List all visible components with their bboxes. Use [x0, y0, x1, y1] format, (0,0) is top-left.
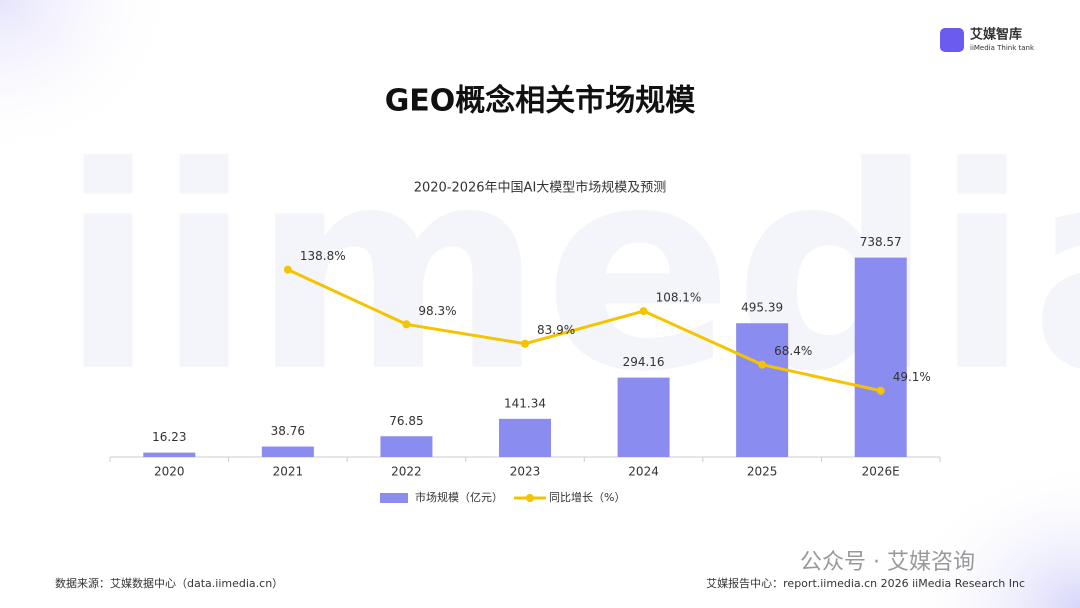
- line-point: [876, 386, 885, 395]
- bar-value-label: 141.34: [504, 396, 546, 410]
- line-value-label: 98.3%: [418, 304, 456, 318]
- bar: [617, 377, 670, 457]
- x-tick-label: 2026E: [862, 465, 900, 479]
- legend-swatch: [380, 493, 408, 503]
- line-value-label: 138.8%: [300, 249, 346, 263]
- line-point: [758, 360, 767, 369]
- bar-value-label: 738.57: [860, 235, 902, 249]
- line-value-label: 83.9%: [537, 323, 575, 337]
- bar-value-label: 76.85: [389, 414, 423, 428]
- line-value-label: 108.1%: [656, 291, 702, 305]
- legend-swatch: [526, 494, 534, 502]
- logo: 艾媒智库: [970, 27, 1022, 43]
- line-value-label: 49.1%: [893, 370, 931, 384]
- bar: [499, 418, 551, 457]
- logo-icon: [940, 28, 964, 52]
- x-tick-label: 2021: [273, 465, 304, 479]
- x-tick-label: 2025: [747, 465, 778, 479]
- bar-value-label: 294.16: [623, 355, 665, 369]
- chart-title: 2020-2026年中国AI大模型市场规模及预测: [414, 180, 667, 196]
- bar: [736, 323, 789, 457]
- x-tick-label: 2024: [628, 465, 659, 479]
- line-value-label: 68.4%: [774, 344, 812, 358]
- bar: [380, 436, 433, 457]
- bar: [854, 257, 907, 457]
- wechat-watermark: 公众号 · 艾媒咨询: [800, 550, 975, 575]
- bar-value-label: 38.76: [271, 424, 305, 438]
- source: 数据来源：艾媒数据中心（data.iimedia.cn）: [55, 576, 283, 590]
- line-point: [521, 339, 529, 348]
- bar: [261, 446, 314, 457]
- watermark: iimedia: [60, 108, 1080, 434]
- footer: 艾媒报告中心：report.iimedia.cn 2026 iiMedia Re…: [706, 576, 1025, 590]
- legend-label: 市场规模（亿元）: [415, 490, 503, 504]
- x-tick-label: 2022: [391, 465, 422, 479]
- line: [287, 268, 882, 393]
- line-point: [639, 307, 648, 316]
- logo-sub: iiMedia Think tank: [970, 44, 1035, 52]
- corner-glow: [0, 0, 180, 160]
- corner-glow: [900, 460, 1080, 608]
- x-tick-label: 2023: [510, 465, 541, 479]
- bar-value-label: 16.23: [152, 430, 186, 444]
- line-point: [283, 265, 292, 274]
- legend-label: 同比增长（%）: [549, 490, 625, 504]
- bar-value-label: 495.39: [741, 301, 783, 315]
- bar: [143, 452, 196, 457]
- x-tick-label: 2020: [154, 465, 185, 479]
- heading: GEO概念相关市场规模: [385, 84, 696, 119]
- line-point: [402, 320, 411, 329]
